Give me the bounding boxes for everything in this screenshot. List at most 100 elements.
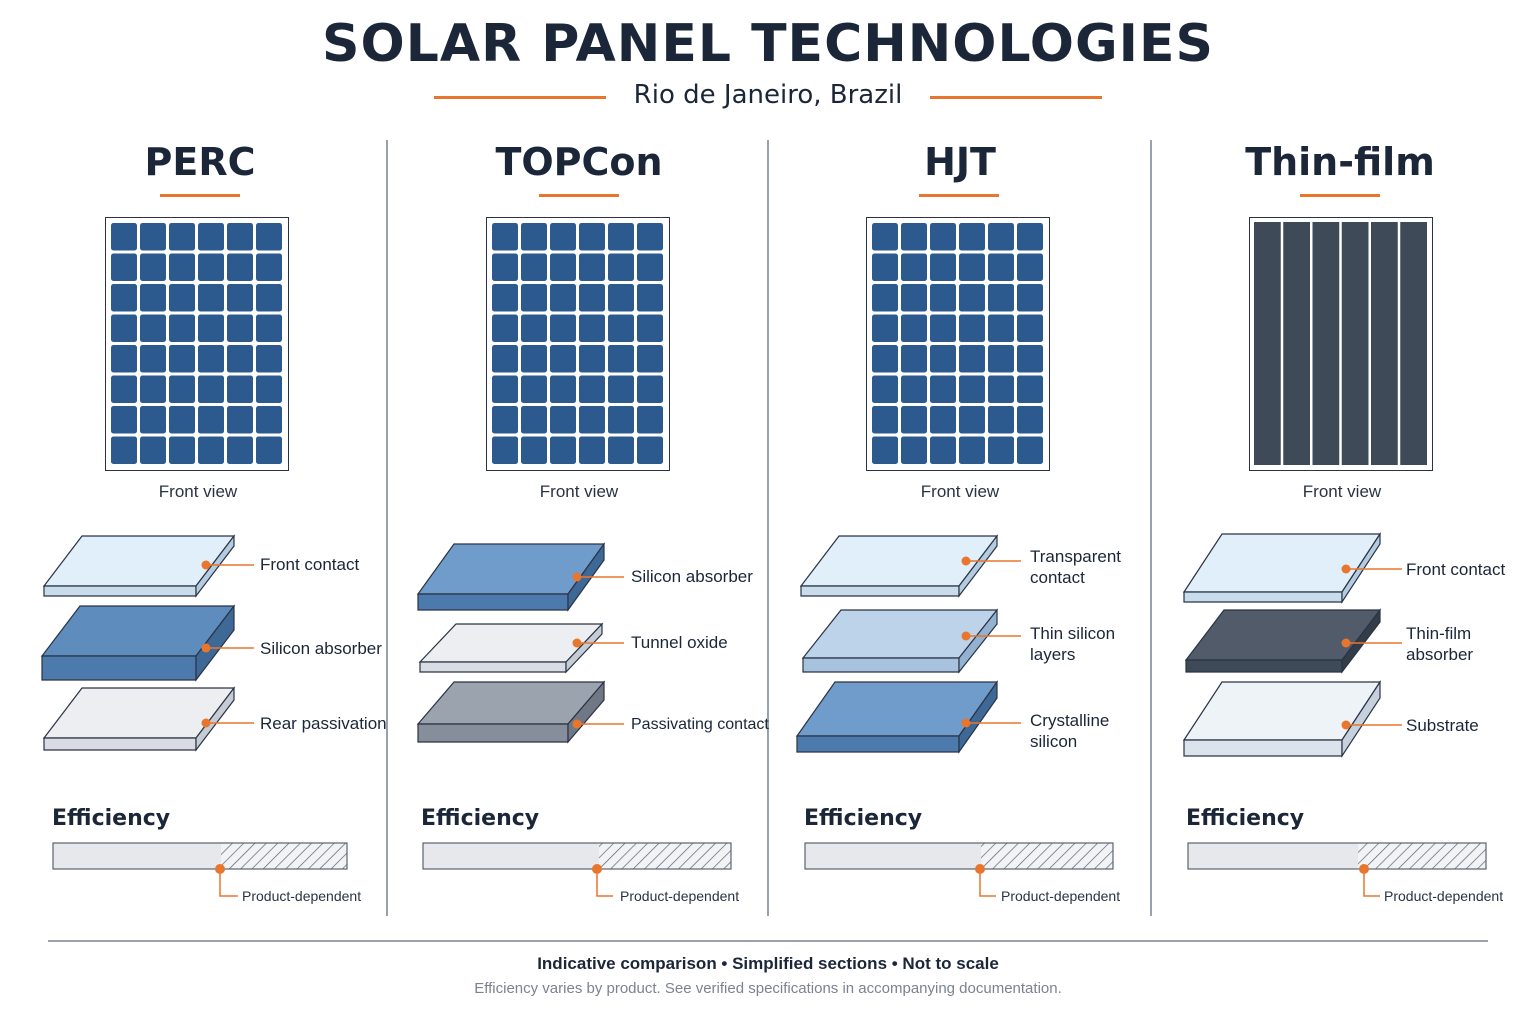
- solar-cell: [169, 436, 195, 464]
- solar-cell: [169, 406, 195, 434]
- solar-cell: [521, 223, 547, 251]
- footer-caption: Indicative comparison • Simplified secti…: [537, 954, 999, 973]
- solar-cell: [988, 223, 1014, 251]
- solar-cell: [256, 223, 282, 251]
- title-underline: [539, 194, 619, 197]
- efficiency-label: Efficiency: [804, 806, 923, 831]
- solar-cell: [550, 284, 576, 312]
- solar-cell: [256, 375, 282, 403]
- solar-cell: [959, 253, 985, 281]
- solar-cell: [901, 436, 927, 464]
- solar-cell: [959, 314, 985, 342]
- solar-cell: [959, 284, 985, 312]
- solar-cell: [872, 284, 898, 312]
- solar-cell: [227, 345, 253, 373]
- layer-thin-film-absorber: [1184, 608, 1402, 674]
- solar-cell: [872, 406, 898, 434]
- solar-cell: [901, 223, 927, 251]
- layer-label: Tunnel oxide: [631, 633, 728, 652]
- solar-cell: [111, 253, 137, 281]
- efficiency-marker: [215, 864, 238, 897]
- layer-front-contact: [1182, 531, 1402, 605]
- solar-cell: [930, 223, 956, 251]
- layer-passivating-contact: [416, 680, 624, 744]
- solar-cell: [492, 375, 518, 403]
- solar-cell: [1017, 223, 1043, 251]
- solar-cell: [492, 436, 518, 464]
- solar-cell: [872, 375, 898, 403]
- thin-film-strip: [1312, 222, 1340, 465]
- front-view-panel: [866, 217, 1050, 471]
- layer-label: Thin-film absorber: [1406, 624, 1474, 664]
- solar-cell: [227, 406, 253, 434]
- solar-cell: [111, 314, 137, 342]
- efficiency-bar-known: [53, 843, 221, 869]
- column-divider: [1150, 140, 1152, 916]
- layer-rear-passivation: [42, 686, 254, 752]
- layer-label: Transparent contact: [1030, 547, 1122, 587]
- solar-cell: [959, 223, 985, 251]
- solar-cell: [140, 314, 166, 342]
- solar-cell: [988, 406, 1014, 434]
- solar-cell: [550, 314, 576, 342]
- solar-cell: [198, 406, 224, 434]
- front-view-panel: [1249, 217, 1433, 471]
- title-underline: [160, 194, 240, 197]
- solar-cell: [140, 223, 166, 251]
- layer-label: Thin silicon layers: [1030, 624, 1116, 664]
- thin-film-strip: [1371, 222, 1398, 465]
- layer-label: Silicon absorber: [260, 639, 382, 658]
- efficiency-marker: [592, 864, 613, 897]
- solar-cell: [111, 223, 137, 251]
- solar-cell: [608, 345, 634, 373]
- front-view-panel: [105, 217, 289, 471]
- solar-cell: [198, 436, 224, 464]
- cell-grid: [872, 223, 1043, 464]
- solar-cell: [901, 284, 927, 312]
- efficiency-note: Product-dependent: [620, 888, 740, 904]
- solar-cell: [169, 345, 195, 373]
- subtitle-rule-right: [930, 96, 1102, 99]
- thin-film-strips: [1254, 222, 1427, 465]
- layer-transparent-contact: [799, 534, 1021, 598]
- solar-cell: [579, 284, 605, 312]
- solar-cell: [492, 345, 518, 373]
- solar-cell: [901, 314, 927, 342]
- solar-cell: [1017, 436, 1043, 464]
- solar-cell: [227, 223, 253, 251]
- solar-cell: [988, 436, 1014, 464]
- layer-substrate: [1182, 679, 1402, 759]
- front-view-label: Front view: [158, 482, 238, 501]
- thin-film-strip: [1400, 222, 1427, 465]
- solar-cell: [988, 253, 1014, 281]
- solar-cell: [492, 253, 518, 281]
- layer-stack: Silicon absorber Tunnel oxide Passivatin…: [388, 520, 770, 770]
- efficiency-bar-variable: [221, 843, 347, 869]
- thin-film-strip: [1254, 222, 1281, 465]
- layer-label: Substrate: [1406, 716, 1479, 735]
- solar-cell: [1017, 406, 1043, 434]
- solar-cell: [169, 223, 195, 251]
- solar-cell: [140, 284, 166, 312]
- technology-title: HJT: [924, 140, 996, 184]
- solar-cell: [608, 375, 634, 403]
- solar-cell: [579, 314, 605, 342]
- solar-cell: [140, 253, 166, 281]
- solar-cell: [988, 345, 1014, 373]
- solar-cell: [872, 223, 898, 251]
- solar-cell: [930, 314, 956, 342]
- solar-cell: [637, 436, 663, 464]
- technology-column-topcon: TOPCon Front view: [388, 0, 770, 940]
- layer-front-contact: [42, 534, 254, 598]
- subtitle-row: Rio de Janeiro, Brazil: [0, 80, 1536, 114]
- layer-silicon-absorber: [40, 604, 254, 682]
- efficiency-label: Efficiency: [1186, 806, 1305, 831]
- solar-cell: [579, 436, 605, 464]
- solar-cell: [579, 345, 605, 373]
- solar-cell: [256, 436, 282, 464]
- solar-cell: [111, 375, 137, 403]
- solar-cell: [637, 314, 663, 342]
- layer-label: Silicon absorber: [631, 567, 753, 586]
- solar-cell: [637, 375, 663, 403]
- solar-cell: [930, 375, 956, 403]
